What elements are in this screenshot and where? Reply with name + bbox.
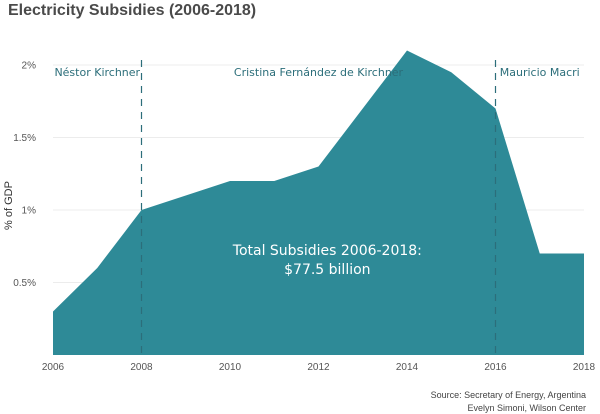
y-axis-label: % of GDP xyxy=(3,181,15,230)
x-tick-labels: 2006 2008 2010 2012 2014 2016 2018 xyxy=(42,362,596,373)
x-tick-label-2: 2010 xyxy=(219,362,242,373)
x-tick-label-4: 2014 xyxy=(396,362,419,373)
y-tick-label-0: 0.5% xyxy=(13,278,36,289)
era-label-1: Cristina Fernández de Kirchner xyxy=(234,66,404,79)
era-label-0: Néstor Kirchner xyxy=(54,66,140,79)
x-tick-label-3: 2012 xyxy=(307,362,330,373)
era-labels: Néstor Kirchner Cristina Fernández de Kir… xyxy=(54,66,579,79)
x-tick-label-5: 2016 xyxy=(484,362,507,373)
source-line-1: Source: Secretary of Energy, Argentina xyxy=(431,390,586,400)
era-label-2: Mauricio Macri xyxy=(500,66,580,79)
y-tick-label-2: 1.5% xyxy=(13,133,36,144)
x-tick-label-0: 2006 xyxy=(42,362,65,373)
y-tick-labels: 0.5% 1% 1.5% 2% xyxy=(13,61,36,290)
y-tick-label-3: 2% xyxy=(22,61,37,72)
x-tick-label-6: 2018 xyxy=(573,362,596,373)
subsidy-area xyxy=(53,50,584,355)
y-tick-label-1: 1% xyxy=(22,206,37,217)
chart-title: Electricity Subsidies (2006-2018) xyxy=(8,2,257,19)
source-line-2: Evelyn Simoni, Wilson Center xyxy=(467,403,586,413)
x-tick-label-1: 2008 xyxy=(130,362,153,373)
annotation-line-2: $77.5 billion xyxy=(284,262,370,278)
era-dividers xyxy=(140,60,497,355)
annotation-line-1: Total Subsidies 2006-2018: xyxy=(232,243,422,259)
